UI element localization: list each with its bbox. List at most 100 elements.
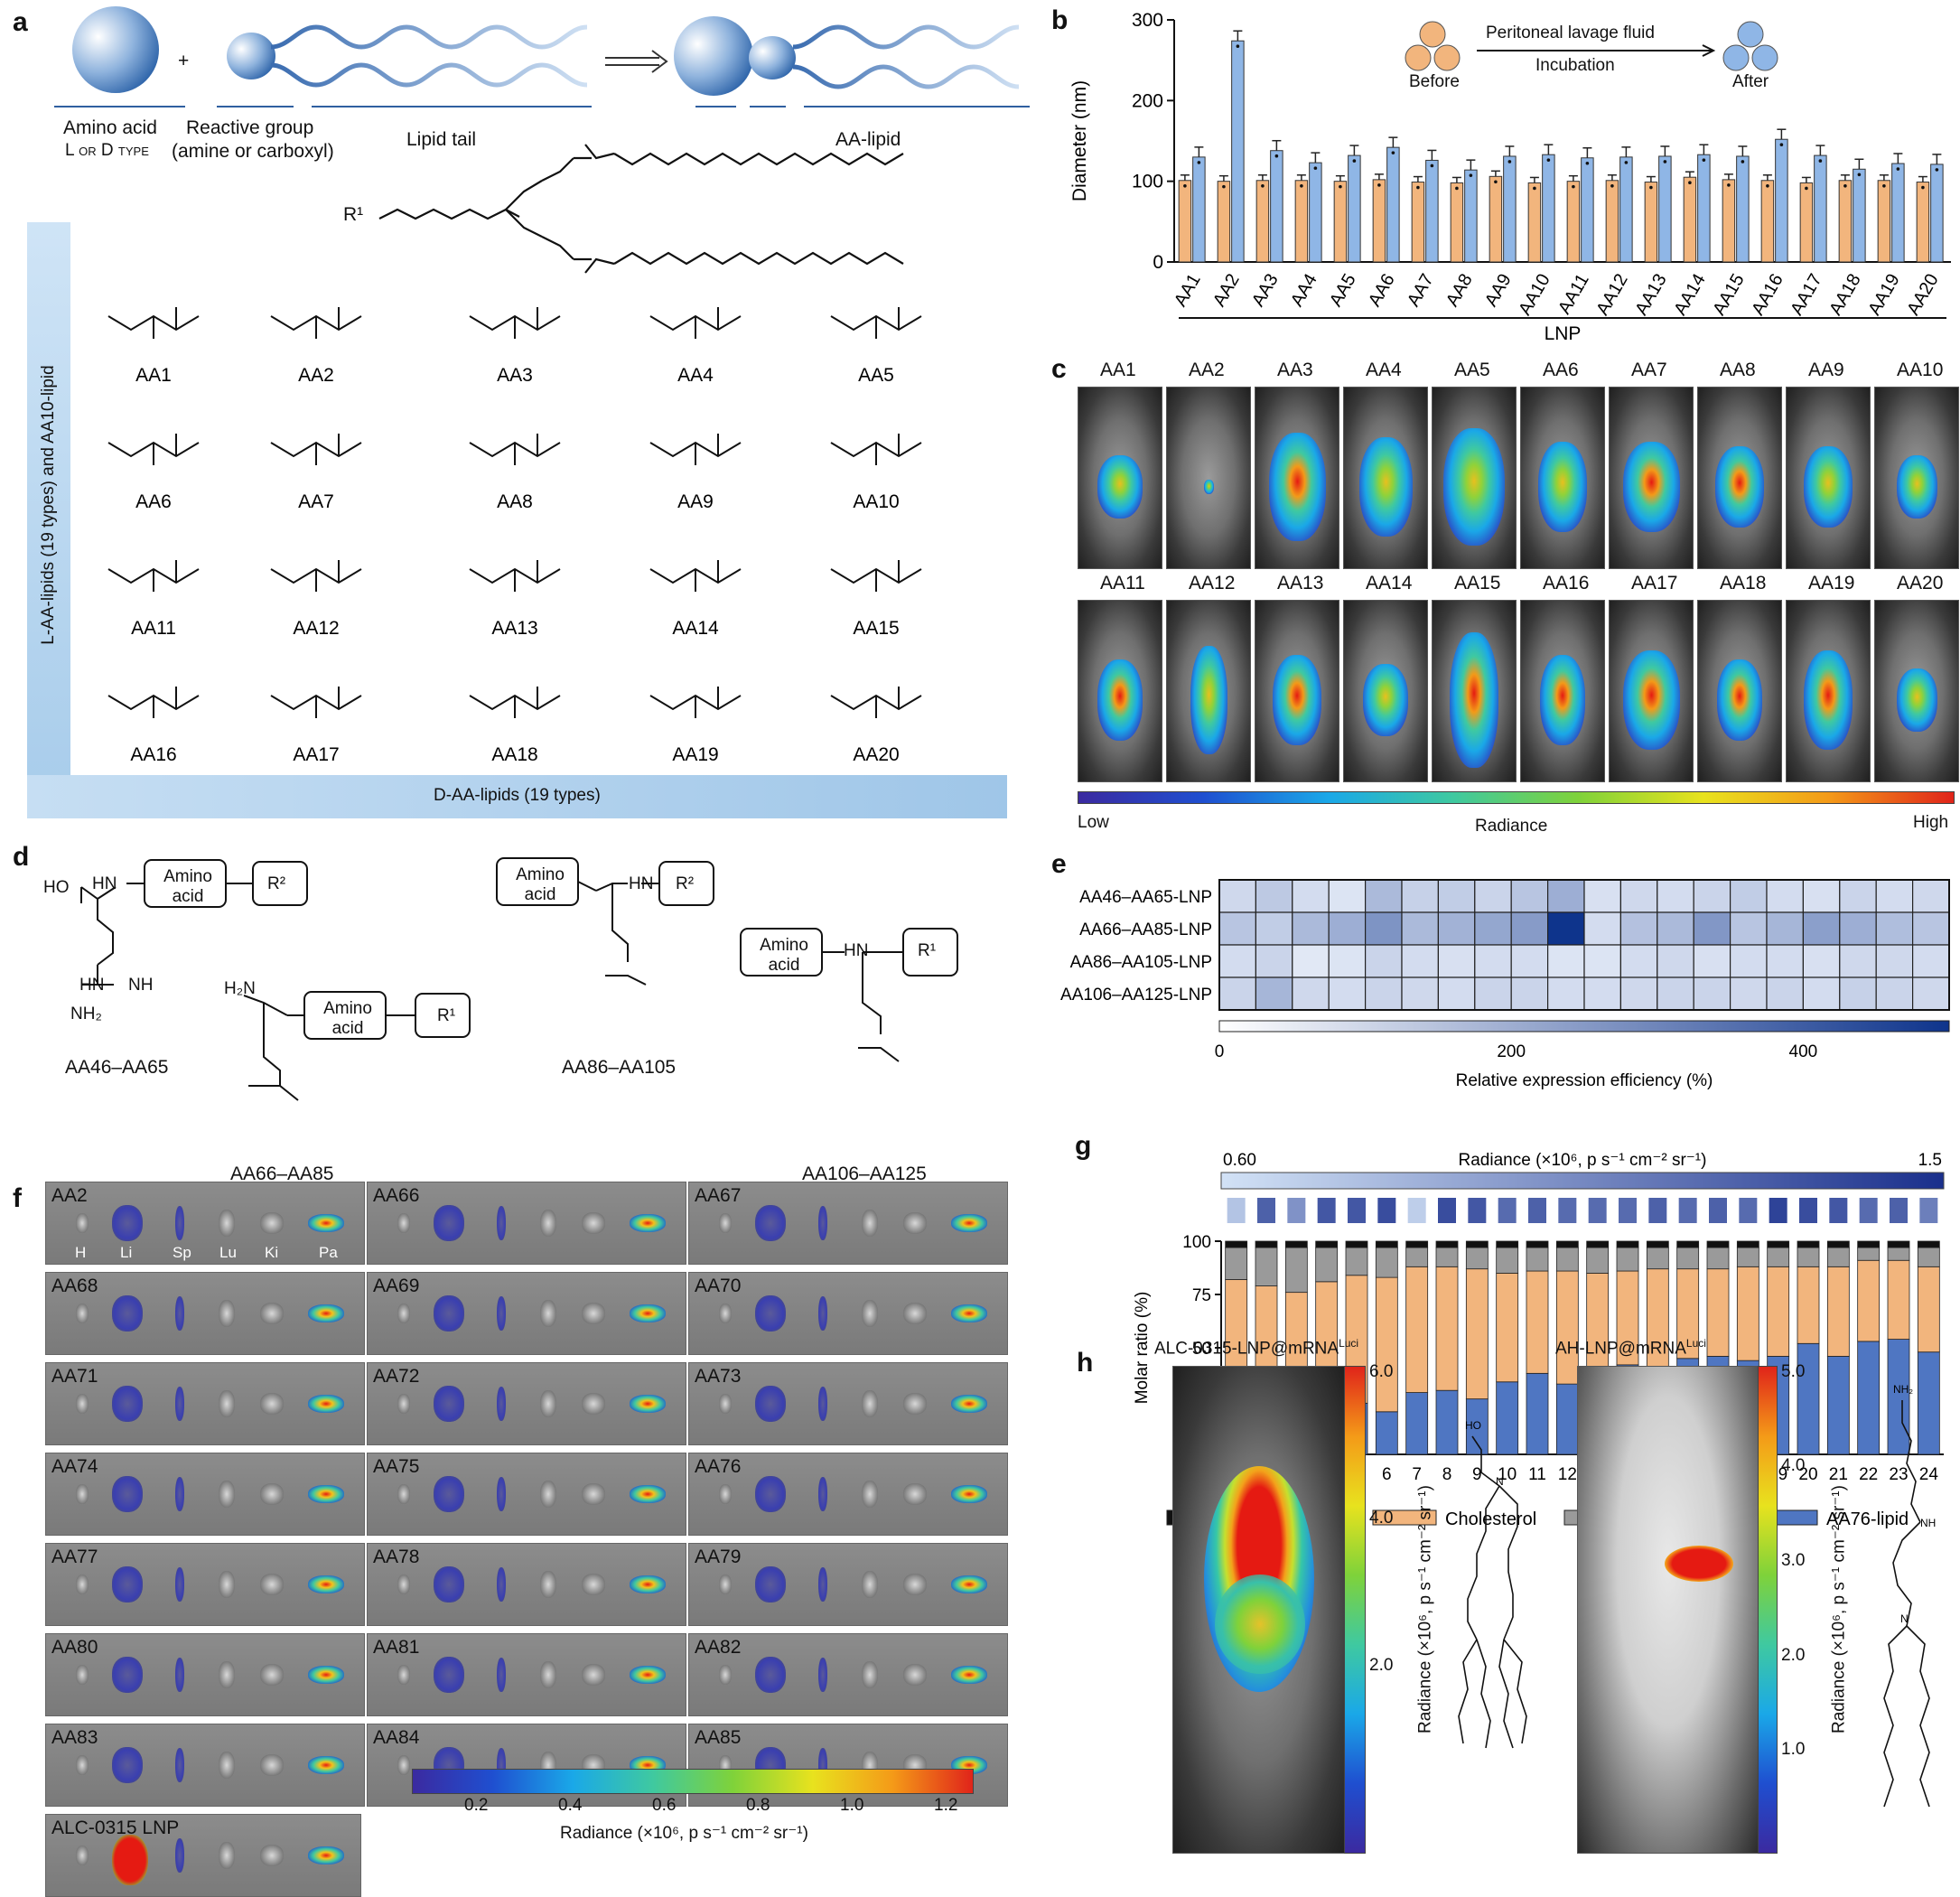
organ-lu <box>540 1390 556 1417</box>
organ-lu <box>219 1752 235 1779</box>
organ-panel-label: AA81 <box>373 1637 420 1658</box>
organ-sp <box>497 1387 506 1421</box>
organ-li <box>755 1657 786 1693</box>
e-heatmap-cell <box>1437 879 1476 913</box>
g-radiance-square <box>1709 1198 1727 1223</box>
e-heatmap-cell <box>1657 977 1694 1011</box>
organ-sp <box>175 1838 184 1873</box>
mouse-image <box>1609 600 1694 782</box>
compound-label: AA4 <box>677 365 714 386</box>
box-r2-3: R² <box>676 874 695 893</box>
mouse-label: AA14 <box>1366 573 1413 593</box>
b-legend-after-circle <box>1722 44 1750 71</box>
g-radiance-square <box>1317 1198 1336 1223</box>
g-stacked-segment <box>1887 1259 1910 1340</box>
amino-acid-structure: AA15 <box>830 560 922 639</box>
g-stacked-segment <box>1375 1411 1398 1455</box>
organ-lu <box>862 1210 878 1237</box>
organ-h <box>76 1394 89 1414</box>
mouse-label: AA7 <box>1631 360 1667 380</box>
mouse-image <box>1609 387 1694 569</box>
organ-pa <box>951 1575 987 1593</box>
g-x-tick-label: 24 <box>1919 1465 1939 1484</box>
amino-acid-structure: AA5 <box>830 307 922 386</box>
b-bar-after <box>1348 154 1361 263</box>
e-heatmap-cell <box>1218 977 1257 1011</box>
organ-ki <box>903 1212 927 1234</box>
b-x-tick-label: AA9 <box>1481 271 1516 311</box>
organ-h <box>719 1213 732 1233</box>
mouse-image <box>1786 600 1871 782</box>
organ-panel-label: AA71 <box>51 1366 98 1387</box>
organ-sp <box>175 1748 184 1782</box>
e-heatmap-cell <box>1510 977 1549 1011</box>
g-radiance-label: Radiance (×10⁶, p s⁻¹ cm⁻² sr⁻¹) <box>1459 1151 1707 1170</box>
e-heatmap-cell <box>1328 944 1367 978</box>
organ-ki <box>582 1393 605 1415</box>
compound-label: AA9 <box>677 491 714 512</box>
organ-panel-label: AA2 <box>51 1185 88 1206</box>
g-radiance-square <box>1829 1198 1848 1223</box>
organ-lu <box>219 1481 235 1508</box>
b-bar-before <box>1450 182 1464 263</box>
b-bar-before <box>1411 182 1425 263</box>
g-radiance-square <box>1498 1198 1517 1223</box>
g-stacked-segment <box>1526 1247 1549 1272</box>
b-bar-after <box>1697 154 1711 263</box>
organ-sp <box>175 1477 184 1511</box>
g-stacked-segment <box>1857 1247 1881 1261</box>
organ-pa <box>630 1575 666 1593</box>
organ-sp <box>497 1296 506 1331</box>
h-left-n: N <box>1496 1475 1504 1488</box>
e-heatmap-cell <box>1474 879 1512 913</box>
b-x-axis-label: LNP <box>1545 323 1582 344</box>
b-bar-after <box>1309 162 1322 263</box>
b-bar-before <box>1799 182 1814 263</box>
bioluminescence-signal <box>1204 480 1214 494</box>
b-data-point <box>1455 186 1459 191</box>
e-heatmap-cell <box>1292 977 1330 1011</box>
h-right-colorbar-label: Radiance (×10⁶, p s⁻¹ cm⁻² sr⁻¹) <box>1829 1485 1849 1733</box>
organ-sp <box>497 1748 506 1782</box>
b-bar-before <box>1916 182 1930 263</box>
nh-label-1: NH <box>128 976 154 995</box>
organ-lu <box>540 1571 556 1598</box>
organ-panel-label: AA66 <box>373 1185 420 1206</box>
e-heatmap-cell <box>1292 944 1330 978</box>
aa-lipid-label: AA-lipid <box>835 129 901 150</box>
organ-pa <box>630 1304 666 1322</box>
e-heatmap-cell <box>1802 977 1841 1011</box>
plus-sign: + <box>178 51 190 71</box>
organ-panel: AA69 <box>367 1272 686 1355</box>
mouse-label: AA6 <box>1543 360 1579 380</box>
box-r1-2: R¹ <box>437 1006 456 1025</box>
b-data-point <box>1727 183 1731 187</box>
g-stacked-segment <box>1736 1266 1759 1361</box>
organ-panel: AA70 <box>688 1272 1008 1355</box>
organ-lu <box>862 1571 878 1598</box>
organ-panel: AA71 <box>45 1362 365 1445</box>
box-amino-acid-2: Amino acid <box>323 999 372 1038</box>
organ-lu <box>219 1300 235 1327</box>
amino-acid-structure: AA10 <box>830 434 922 512</box>
e-heatmap-cell <box>1911 977 1950 1011</box>
mouse-image <box>1697 387 1782 569</box>
b-bar-after <box>1503 155 1517 263</box>
g-stacked-segment <box>1857 1259 1881 1342</box>
organ-panel: AA81 <box>367 1633 686 1716</box>
b-data-point <box>1585 161 1590 165</box>
g-radiance-square <box>1438 1198 1456 1223</box>
mouse-image <box>1874 387 1959 569</box>
mouse-image <box>1343 387 1428 569</box>
organ-pa <box>308 1395 344 1413</box>
e-heatmap-cell <box>1365 879 1403 913</box>
organ-panel-label: AA80 <box>51 1637 98 1658</box>
organ-panel: AA68 <box>45 1272 365 1355</box>
h-right-tick-2: 3.0 <box>1781 1551 1806 1570</box>
d-aa-bar-label: D-AA-lipids (19 types) <box>434 786 601 805</box>
organ-h <box>397 1484 410 1504</box>
mouse-image <box>1255 600 1339 782</box>
organ-pa <box>951 1395 987 1413</box>
mouse-image <box>1520 600 1605 782</box>
g-stacked-segment <box>1887 1247 1910 1261</box>
